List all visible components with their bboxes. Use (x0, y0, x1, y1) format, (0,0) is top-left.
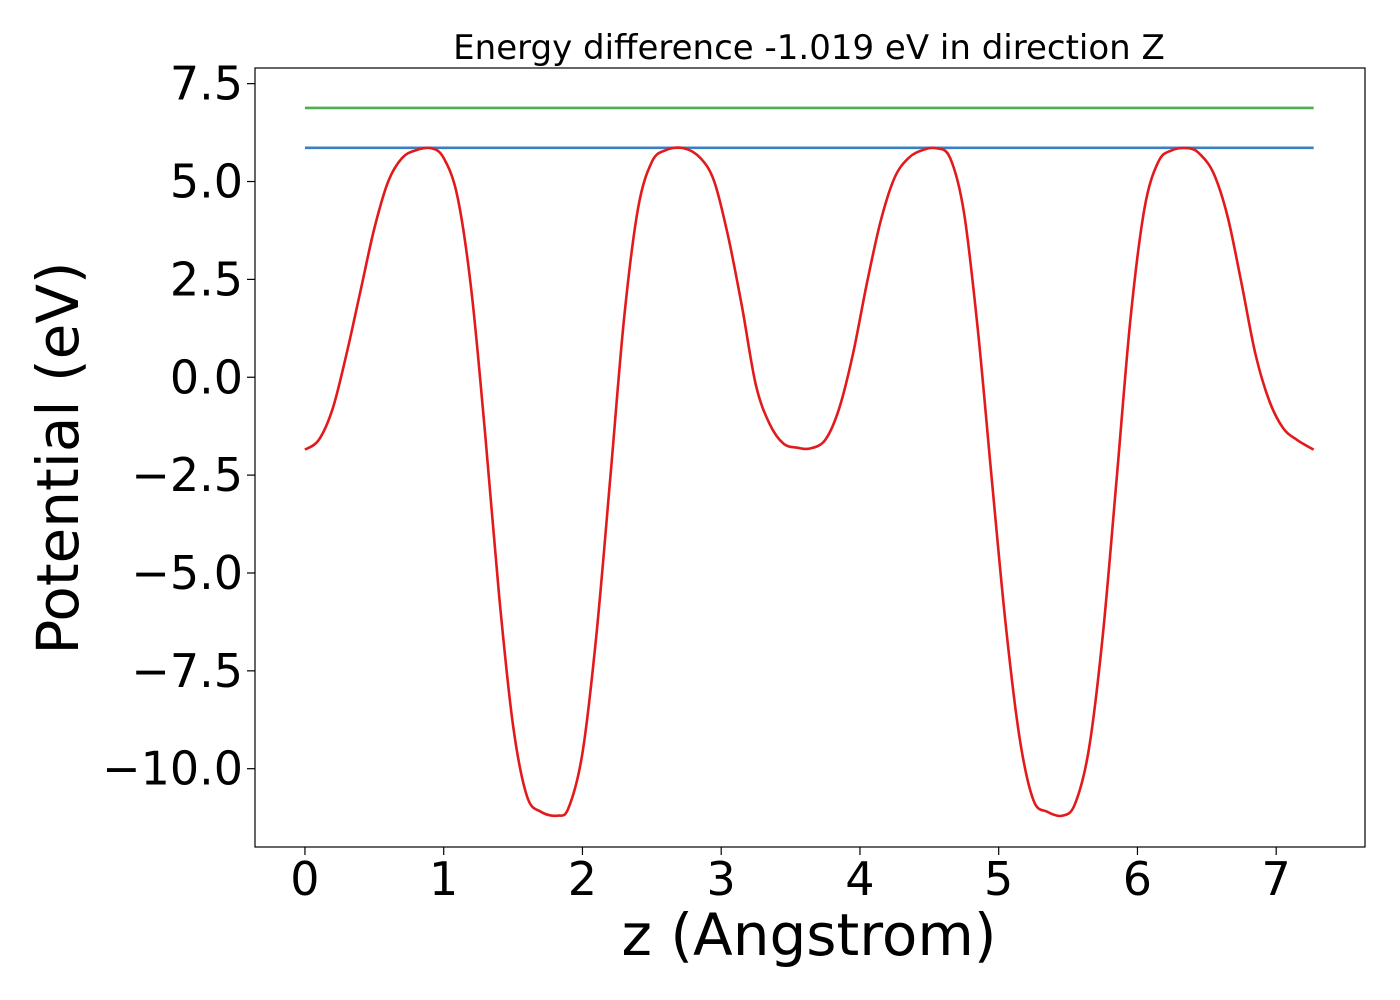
x-axis: 0 1 2 3 4 5 6 7 (290, 847, 1291, 906)
series-layer (304, 106, 1315, 818)
x-tick-label: 2 (568, 852, 597, 906)
series-line-2 (304, 146, 1315, 818)
x-tick-label: 4 (845, 852, 874, 906)
x-tick-label: 6 (1123, 852, 1152, 906)
y-tick-label: 0.0 (170, 350, 243, 404)
x-axis-label: z (Angstrom) (622, 901, 997, 969)
y-tick-label: 2.5 (170, 252, 243, 306)
x-tick-label: 1 (429, 852, 458, 906)
y-axis: 7.5 5.0 2.5 0.0 −2.5 −5.0 −7.5 −10.0 (102, 57, 255, 796)
x-tick-label: 7 (1262, 852, 1291, 906)
x-tick-label: 0 (290, 852, 319, 906)
plot-area-frame (254, 67, 1366, 848)
y-tick-label: −7.5 (131, 644, 243, 698)
y-tick-label: −10.0 (102, 742, 243, 796)
x-tick-label: 3 (707, 852, 736, 906)
y-tick-label: 7.5 (170, 57, 243, 111)
chart-title: Energy difference -1.019 eV in direction… (453, 28, 1165, 68)
y-tick-label: 5.0 (170, 155, 243, 209)
y-tick-label: −5.0 (131, 546, 243, 600)
x-tick-label: 5 (984, 852, 1013, 906)
y-axis-label: Potential (eV) (24, 261, 92, 654)
y-tick-label: −2.5 (131, 448, 243, 502)
